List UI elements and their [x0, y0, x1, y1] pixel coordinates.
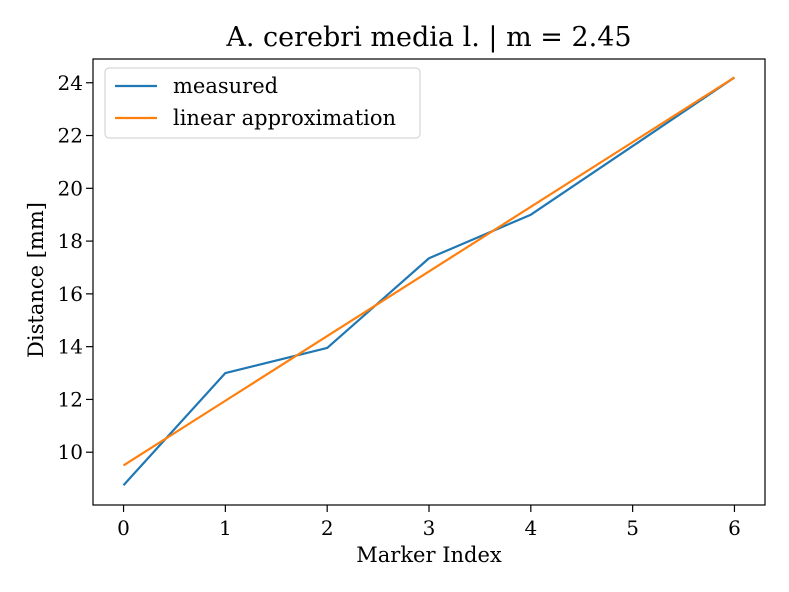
x-tick-label-3: 3 — [423, 516, 436, 540]
series-line-0 — [122, 76, 736, 486]
legend-label-0: measured — [173, 74, 278, 98]
x-tick-label-5: 5 — [626, 516, 639, 540]
y-tick-label-6: 22 — [58, 124, 83, 148]
x-tick-label-0: 0 — [117, 516, 130, 540]
y-tick-label-0: 10 — [58, 440, 83, 464]
y-tick-label-3: 16 — [58, 282, 83, 306]
legend-box — [104, 67, 421, 139]
series-line-1 — [122, 76, 736, 467]
y-tick-label-4: 18 — [58, 229, 83, 253]
x-axis-label: Marker Index — [356, 543, 502, 567]
x-tick-label-2: 2 — [321, 516, 334, 540]
chart-title: A. cerebri media l. | m = 2.45 — [225, 22, 631, 53]
x-tick-label-6: 6 — [728, 516, 741, 540]
x-tick-label-1: 1 — [219, 516, 232, 540]
legend-label-1: linear approximation — [173, 106, 396, 130]
y-axis-label: Distance [mm] — [24, 202, 48, 358]
y-tick-label-7: 24 — [58, 71, 83, 95]
x-tick-label-4: 4 — [524, 516, 537, 540]
y-tick-label-1: 12 — [58, 387, 83, 411]
y-tick-label-2: 14 — [58, 335, 83, 359]
y-tick-label-5: 20 — [58, 176, 83, 200]
